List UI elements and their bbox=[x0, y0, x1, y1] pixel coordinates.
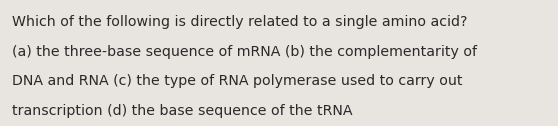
Text: Which of the following is directly related to a single amino acid?: Which of the following is directly relat… bbox=[12, 15, 468, 29]
Text: transcription (d) the base sequence of the tRNA: transcription (d) the base sequence of t… bbox=[12, 104, 353, 118]
Text: DNA and RNA (c) the type of RNA polymerase used to carry out: DNA and RNA (c) the type of RNA polymera… bbox=[12, 74, 463, 88]
Text: (a) the three-base sequence of mRNA (b) the complementarity of: (a) the three-base sequence of mRNA (b) … bbox=[12, 45, 477, 59]
